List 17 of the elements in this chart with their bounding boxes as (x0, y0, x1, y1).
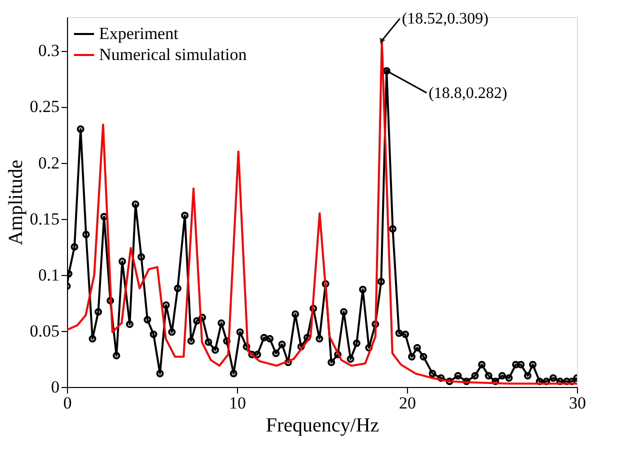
y-tick-label: 0.25 (30, 97, 60, 116)
y-tick-label: 0.2 (38, 153, 60, 172)
x-tick-label: 0 (63, 394, 72, 412)
y-axis-title: Amplitude (4, 160, 27, 246)
y-tick-label: 0.3 (38, 41, 60, 60)
y-tick-label: 0.1 (38, 265, 60, 284)
y-tick-label: 0.15 (30, 209, 60, 228)
x-tick-label: 30 (569, 394, 586, 412)
y-tick-label: 0 (51, 378, 60, 396)
x-axis-title: Frequency/Hz (266, 414, 380, 436)
y-tick-label: 0.05 (30, 321, 60, 340)
x-tick-label: 20 (399, 394, 416, 412)
legend-label: Experiment (99, 24, 179, 43)
annotation: (18.8,0.282) (428, 84, 508, 102)
legend-label: Numerical simulation (99, 45, 248, 64)
annotation: (18.52,0.309) (402, 10, 488, 28)
x-tick-label: 10 (229, 394, 246, 412)
